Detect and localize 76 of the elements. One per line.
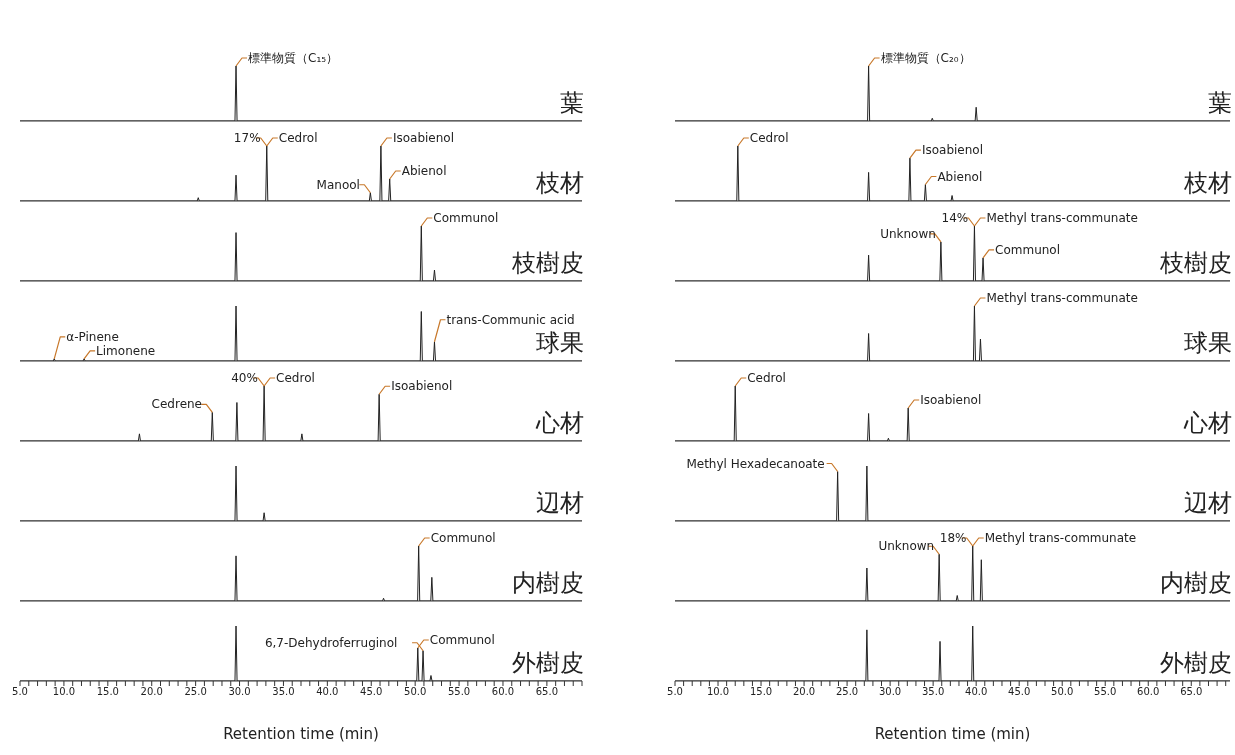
text: 枝材 <box>535 169 584 197</box>
x-tick-label: 5.0 <box>12 686 28 698</box>
x-tick-label: 55.0 <box>1094 686 1117 698</box>
x-tick-label: 40.0 <box>316 686 339 698</box>
annotation: Cedrol <box>276 371 315 385</box>
text: 外樹皮 <box>1160 649 1232 677</box>
text: 内樹皮 <box>512 569 584 597</box>
x-tick-label: 60.0 <box>1137 686 1160 698</box>
text: 枝樹皮 <box>1159 249 1232 277</box>
annotation: Isoabienol <box>920 393 982 407</box>
text: 枝材 <box>1183 169 1232 197</box>
x-tick-label: 55.0 <box>447 686 471 698</box>
text: 葉 <box>1208 89 1232 117</box>
x-tick-label: 5.0 <box>667 686 683 698</box>
text: 辺材 <box>536 489 584 517</box>
x-tick-label: 50.0 <box>1051 686 1074 698</box>
annotation: Methyl trans-communate <box>984 531 1137 545</box>
annotation: Manool <box>316 177 360 192</box>
annotation: Isoabienol <box>392 131 455 145</box>
x-tick-label: 60.0 <box>491 686 515 698</box>
x-tick-label: 45.0 <box>360 686 383 698</box>
annotation: Abienol <box>401 164 447 178</box>
annotation: 14% <box>941 211 969 225</box>
annotation: Abienol <box>937 169 983 184</box>
annotation: Communol <box>430 531 496 545</box>
annotation: Cedrol <box>747 371 786 385</box>
annotation: Communol <box>433 211 499 225</box>
x-axis-title: Retention time (min) <box>223 725 379 743</box>
x-tick-label: 45.0 <box>1008 686 1031 698</box>
text: 枝樹皮 <box>511 249 584 277</box>
x-tick-label: 20.0 <box>792 686 816 698</box>
annotation: Unknown <box>878 539 935 554</box>
x-tick-label: 10.0 <box>706 686 730 698</box>
annotation: Cedrol <box>278 131 318 145</box>
text: 球果 <box>1184 329 1232 357</box>
x-tick-label: 30.0 <box>228 686 251 698</box>
text: 球果 <box>536 329 584 357</box>
x-tick-label: 30.0 <box>878 686 902 698</box>
annotation: 標準物質（C₂₀） <box>880 51 971 65</box>
annotation: Cedrene <box>151 397 203 412</box>
text: 心材 <box>1183 409 1232 437</box>
x-tick-label: 50.0 <box>404 686 427 698</box>
annotation: Communol <box>995 242 1061 257</box>
annotation: 17% <box>233 131 261 145</box>
x-tick-label: 20.0 <box>140 686 163 698</box>
x-tick-label: 15.0 <box>96 686 119 698</box>
annotation: 標準物質（C₁₅） <box>248 51 339 65</box>
x-tick-label: 40.0 <box>965 686 988 698</box>
annotation: α-Pinene <box>66 329 119 344</box>
text: 心材 <box>535 409 584 437</box>
x-tick-label: 25.0 <box>835 686 859 698</box>
x-tick-label: 65.0 <box>535 686 559 698</box>
annotation: Limonene <box>96 343 156 358</box>
annotation: Methyl Hexadecanoate <box>686 456 825 471</box>
text: 葉 <box>560 89 584 117</box>
annotation: 40% <box>231 371 258 385</box>
annotation: Unknown <box>880 226 936 241</box>
x-tick-label: 35.0 <box>922 686 945 698</box>
annotation: Methyl trans-communate <box>986 291 1138 305</box>
annotation: Methyl trans-communate <box>986 211 1138 225</box>
annotation: Isoabienol <box>391 379 453 394</box>
x-tick-label: 15.0 <box>749 686 773 698</box>
text: 内樹皮 <box>1160 569 1232 597</box>
x-axis-title: Retention time (min) <box>874 725 1031 743</box>
annotation: Cedrol <box>749 131 789 145</box>
annotation: Isoabienol <box>921 143 984 158</box>
text: 辺材 <box>1184 489 1232 517</box>
x-tick-label: 25.0 <box>184 686 207 698</box>
annotation: trans-Communic acid <box>446 312 575 327</box>
x-tick-label: 65.0 <box>1180 686 1203 698</box>
annotation: Communol <box>429 633 495 647</box>
text: 外樹皮 <box>512 649 584 677</box>
annotation: 18% <box>939 531 967 545</box>
x-tick-label: 10.0 <box>52 686 76 698</box>
annotation: 6,7-Dehydroferruginol <box>264 635 398 650</box>
x-tick-label: 35.0 <box>272 686 295 698</box>
